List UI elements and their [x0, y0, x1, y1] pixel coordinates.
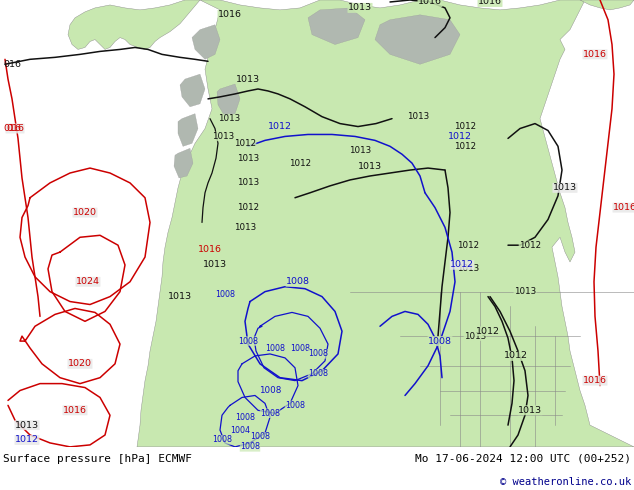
Polygon shape	[174, 148, 193, 178]
Text: 1012: 1012	[15, 436, 39, 444]
Polygon shape	[192, 24, 220, 59]
Text: 1020: 1020	[73, 208, 97, 217]
Polygon shape	[137, 0, 634, 447]
Text: 1013: 1013	[237, 154, 259, 163]
Text: 1008: 1008	[215, 290, 235, 299]
Text: Surface pressure [hPa] ECMWF: Surface pressure [hPa] ECMWF	[3, 454, 192, 464]
Text: 1016: 1016	[418, 0, 442, 6]
Text: 1016: 1016	[613, 203, 634, 212]
Text: 1008: 1008	[240, 442, 260, 451]
Text: 1008: 1008	[308, 349, 328, 359]
Text: 1013: 1013	[358, 162, 382, 171]
Polygon shape	[308, 8, 365, 45]
Text: 1016: 1016	[218, 10, 242, 19]
Text: 1008: 1008	[428, 337, 452, 345]
Text: 1008: 1008	[250, 433, 270, 441]
Text: 1012: 1012	[454, 142, 476, 151]
Text: 1008: 1008	[259, 386, 281, 395]
Text: 1013: 1013	[457, 265, 479, 273]
Text: 1013: 1013	[237, 178, 259, 187]
Text: 1016: 1016	[198, 245, 222, 254]
Text: 1016: 1016	[583, 50, 607, 59]
Text: 1012: 1012	[237, 203, 259, 212]
Text: 1013: 1013	[168, 292, 192, 301]
Text: 1013: 1013	[348, 3, 372, 12]
Text: 1008: 1008	[212, 436, 232, 444]
Text: 1012: 1012	[289, 159, 311, 168]
Text: 1020: 1020	[68, 359, 92, 368]
Text: 1008: 1008	[286, 277, 310, 286]
Text: 1013: 1013	[15, 420, 39, 430]
Text: 1008: 1008	[260, 409, 280, 418]
Text: 1013: 1013	[514, 287, 536, 296]
Text: 016: 016	[6, 124, 24, 133]
Text: Mo 17-06-2024 12:00 UTC (00+252): Mo 17-06-2024 12:00 UTC (00+252)	[415, 454, 631, 464]
Text: 1012: 1012	[268, 122, 292, 131]
Text: 1012: 1012	[234, 139, 256, 148]
Polygon shape	[375, 15, 460, 64]
Text: © weatheronline.co.uk: © weatheronline.co.uk	[500, 477, 631, 487]
Text: 1008: 1008	[238, 337, 258, 345]
Text: 1004: 1004	[230, 426, 250, 435]
Text: 1012: 1012	[476, 327, 500, 336]
Text: 1012: 1012	[457, 241, 479, 250]
Text: 1013: 1013	[553, 183, 577, 193]
Text: 1012: 1012	[454, 122, 476, 131]
Text: 1008: 1008	[235, 413, 255, 422]
Polygon shape	[180, 74, 205, 107]
Text: 1013: 1013	[349, 146, 371, 155]
Text: 1012: 1012	[450, 261, 474, 270]
Text: 1013: 1013	[236, 74, 260, 84]
Polygon shape	[580, 0, 634, 10]
Text: 016: 016	[3, 60, 21, 69]
Text: 016: 016	[3, 124, 21, 133]
Polygon shape	[68, 0, 200, 49]
Text: 1013: 1013	[234, 223, 256, 232]
Text: 1008: 1008	[308, 369, 328, 378]
Text: 1013: 1013	[518, 406, 542, 415]
Text: 1008: 1008	[265, 343, 285, 352]
Text: 1013: 1013	[407, 112, 429, 121]
Text: 1013: 1013	[203, 261, 227, 270]
Text: 1024: 1024	[76, 277, 100, 286]
Text: 1016: 1016	[63, 406, 87, 415]
Text: 1012: 1012	[504, 351, 528, 361]
Text: 1013: 1013	[212, 132, 234, 141]
Text: 1013: 1013	[464, 332, 486, 341]
Text: 1012: 1012	[448, 132, 472, 141]
Text: 1008: 1008	[290, 343, 310, 352]
Polygon shape	[217, 84, 240, 117]
Polygon shape	[178, 114, 198, 147]
Text: 1016: 1016	[583, 376, 607, 385]
Text: 1016: 1016	[478, 0, 502, 6]
Text: 1012: 1012	[519, 241, 541, 250]
Text: 1008: 1008	[285, 401, 305, 410]
Text: 1013: 1013	[218, 114, 240, 123]
